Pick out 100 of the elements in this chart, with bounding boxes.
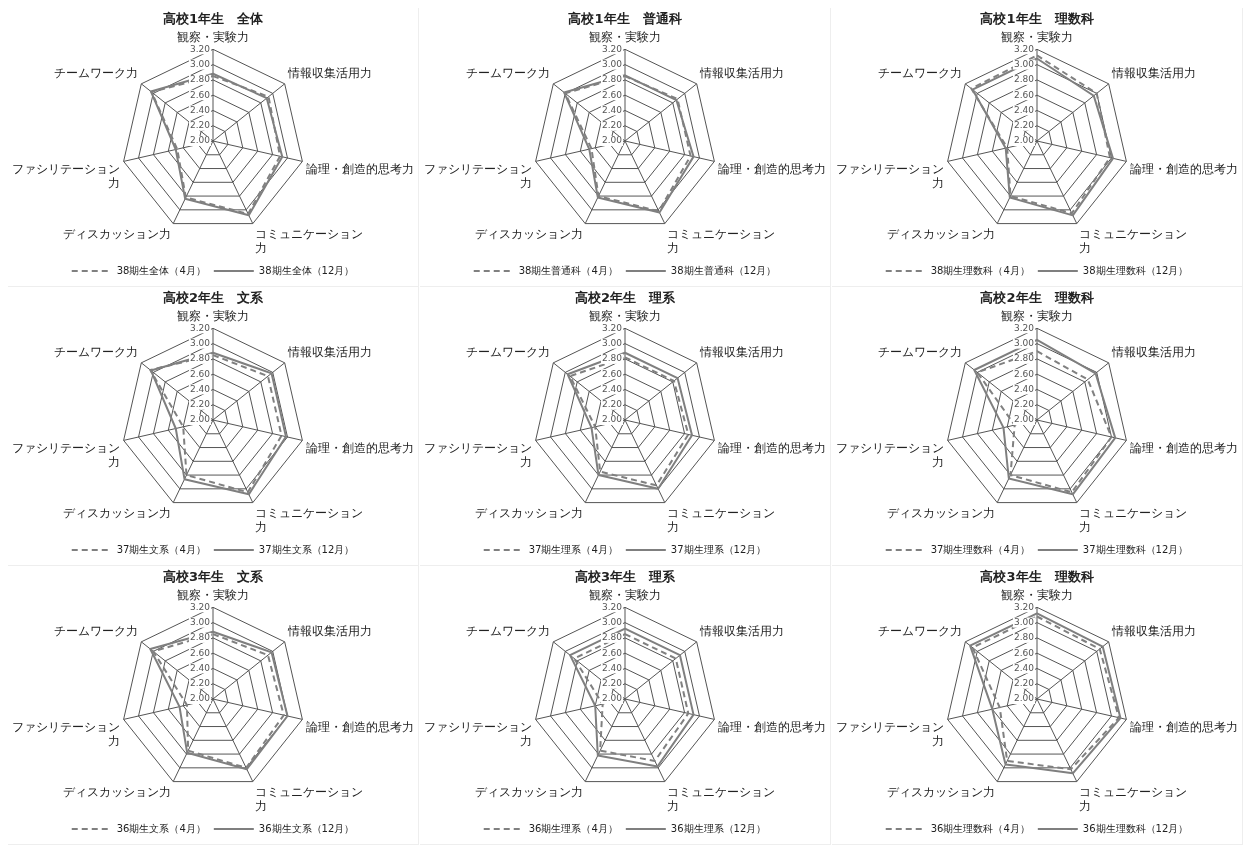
legend-label: 36期生理数科（12月） (1082, 822, 1189, 834)
y-tick-label: 2.00 (189, 693, 211, 704)
legend-label: 38期生理数科（4月） (930, 264, 1030, 276)
chart-title: 高校2年生 理数科 (980, 290, 1094, 306)
y-tick-label: 2.40 (601, 383, 623, 394)
y-tick-label: 2.40 (601, 662, 623, 673)
spoke-label: ディスカッション力 (475, 226, 584, 241)
y-tick-label: 2.20 (189, 399, 211, 410)
spoke-label: 観察・実験力 (177, 309, 249, 324)
spoke-label: 情報収集活用力 (1110, 624, 1196, 639)
y-tick-label: 2.00 (189, 414, 211, 425)
spoke-label: ファシリテーション力 (11, 719, 120, 749)
y-tick-label: 2.00 (601, 414, 623, 425)
legend-label: 37期生文系（4月） (116, 543, 206, 555)
spoke-label: コミュニケーション力 (1078, 784, 1187, 813)
spoke-label: 観察・実験力 (1001, 30, 1073, 45)
spoke-label: 論理・創造的思考力 (1130, 440, 1239, 455)
spoke-label: 観察・実験力 (1001, 588, 1073, 603)
legend-label: 38期生全体（12月） (258, 264, 355, 276)
spoke-label: 論理・創造的思考力 (306, 719, 415, 734)
y-tick-label: 2.20 (1013, 399, 1035, 410)
y-tick-label: 2.60 (601, 647, 623, 658)
legend-label: 37期生文系（12月） (258, 543, 355, 555)
spoke-label: コミュニケーション力 (254, 784, 363, 813)
legend-label: 36期生文系（4月） (116, 822, 206, 834)
chart-title: 高校1年生 理数科 (980, 11, 1094, 27)
spoke-label: ディスカッション力 (887, 226, 996, 241)
spoke-label: 情報収集活用力 (698, 345, 784, 360)
y-tick-label: 2.80 (601, 74, 623, 85)
legend-label: 37期生理系（4月） (528, 543, 618, 555)
y-tick-label: 3.20 (189, 43, 211, 54)
spoke-label: 論理・創造的思考力 (718, 719, 827, 734)
y-tick-label: 2.80 (189, 353, 211, 364)
y-tick-label: 3.20 (1013, 43, 1035, 54)
chart-title: 高校2年生 文系 (162, 290, 265, 306)
spoke-label: チームワーク力 (878, 345, 963, 360)
legend-label: 36期生文系（12月） (258, 822, 355, 834)
y-tick-label: 2.80 (1013, 74, 1035, 85)
y-tick-label: 2.20 (601, 399, 623, 410)
y-tick-label: 3.00 (601, 616, 623, 627)
y-tick-label: 2.20 (601, 678, 623, 689)
y-tick-label: 2.20 (601, 120, 623, 131)
spoke-label: チームワーク力 (54, 345, 139, 360)
spoke-label: ファシリテーション力 (423, 719, 532, 749)
y-tick-label: 2.80 (601, 353, 623, 364)
legend-label: 38期生全体（4月） (116, 264, 206, 276)
spoke-label: ディスカッション力 (63, 226, 172, 241)
spoke-label: コミュニケーション力 (666, 784, 775, 813)
spoke-label: 情報収集活用力 (286, 66, 372, 81)
spoke-label: 論理・創造的思考力 (718, 161, 827, 176)
spoke-label: 情報収集活用力 (286, 345, 372, 360)
y-tick-label: 3.00 (189, 337, 211, 348)
y-tick-label: 3.00 (601, 337, 623, 348)
spoke-label: ファシリテーション力 (835, 440, 944, 470)
y-tick-label: 2.60 (1013, 647, 1035, 658)
spoke-label: チームワーク力 (878, 66, 963, 81)
spoke-label: コミュニケーション力 (254, 505, 363, 534)
y-tick-label: 2.60 (1013, 89, 1035, 100)
spoke-label: 観察・実験力 (177, 30, 249, 45)
y-tick-label: 2.80 (1013, 353, 1035, 364)
y-tick-label: 3.00 (189, 58, 211, 69)
legend-label: 38期生普通科（12月） (670, 264, 777, 276)
spoke-label: ディスカッション力 (475, 784, 584, 799)
y-tick-label: 2.60 (189, 368, 211, 379)
y-tick-label: 2.60 (1013, 368, 1035, 379)
spoke-label: 情報収集活用力 (1110, 345, 1196, 360)
y-tick-label: 3.20 (601, 322, 623, 333)
spoke-label: チームワーク力 (466, 66, 551, 81)
y-tick-label: 2.80 (1013, 632, 1035, 643)
spoke-label: ファシリテーション力 (11, 440, 120, 470)
y-tick-label: 3.00 (1013, 616, 1035, 627)
y-tick-label: 3.00 (601, 58, 623, 69)
legend-label: 38期生普通科（4月） (518, 264, 618, 276)
spoke-label: 情報収集活用力 (286, 624, 372, 639)
spoke-label: チームワーク力 (54, 66, 139, 81)
spoke-label: チームワーク力 (54, 624, 139, 639)
spoke-label: 論理・創造的思考力 (1130, 719, 1239, 734)
legend-label: 38期生理数科（12月） (1082, 264, 1189, 276)
spoke-label: 観察・実験力 (589, 588, 661, 603)
spoke-label: コミュニケーション力 (666, 226, 775, 255)
y-tick-label: 3.20 (1013, 322, 1035, 333)
spoke-label: ファシリテーション力 (423, 440, 532, 470)
y-tick-label: 3.00 (1013, 58, 1035, 69)
chart-title: 高校3年生 理数科 (980, 569, 1094, 585)
legend-label: 36期生理数科（4月） (930, 822, 1030, 834)
spoke-label: ファシリテーション力 (11, 161, 120, 191)
legend-label: 37期生理数科（4月） (930, 543, 1030, 555)
chart-title: 高校3年生 文系 (162, 569, 265, 585)
spoke-label: ディスカッション力 (63, 784, 172, 799)
spoke-label: チームワーク力 (466, 345, 551, 360)
y-tick-label: 2.20 (1013, 678, 1035, 689)
y-tick-label: 3.20 (1013, 601, 1035, 612)
y-tick-label: 2.00 (601, 135, 623, 146)
spoke-label: 観察・実験力 (589, 30, 661, 45)
y-tick-label: 2.40 (601, 104, 623, 115)
spoke-label: 観察・実験力 (589, 309, 661, 324)
y-tick-label: 2.00 (601, 693, 623, 704)
y-tick-label: 2.40 (189, 662, 211, 673)
chart-title: 高校1年生 全体 (162, 11, 265, 27)
y-tick-label: 3.00 (189, 616, 211, 627)
